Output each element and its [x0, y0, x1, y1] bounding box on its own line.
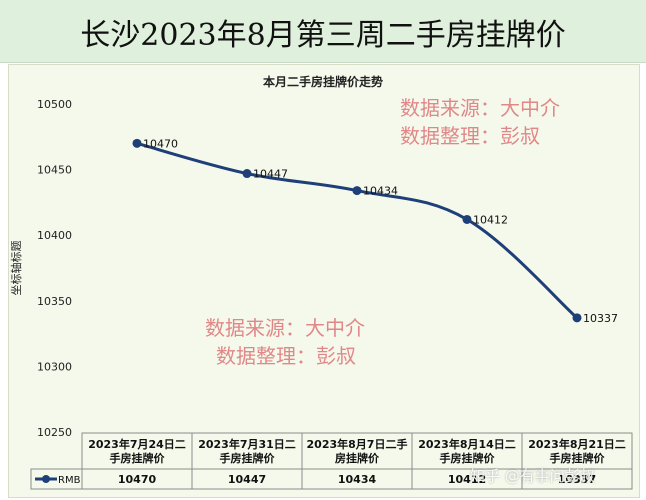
x-category-label: 2023年7月31日二手房挂牌价	[198, 437, 296, 465]
source-note-top-1: 数据来源：大中介	[400, 96, 560, 120]
y-tick-label: 10300	[37, 360, 72, 373]
table-value-cell: 10447	[228, 473, 266, 486]
x-category-label: 2023年8月14日二手房挂牌价	[418, 437, 516, 465]
table-value-cell: 10337	[558, 473, 596, 486]
table-value-cell: 10470	[118, 473, 157, 486]
data-label: 10447	[253, 168, 288, 181]
page-title: 长沙2023年8月第三周二手房挂牌价	[80, 18, 566, 53]
y-tick-labels: 10250 10300 10350 10400 10450 10500	[37, 98, 72, 439]
data-label: 10412	[473, 213, 508, 226]
data-point	[572, 313, 582, 323]
chart-area	[8, 64, 640, 498]
series-line-rmb	[136, 141, 579, 319]
y-tick-label: 10250	[37, 426, 72, 439]
data-point	[242, 169, 252, 179]
y-tick-label: 10350	[37, 295, 72, 308]
data-labels: 10470 10447 10434 10412 10337	[143, 137, 618, 324]
y-tick-label: 10400	[37, 229, 72, 242]
y-tick-label: 10450	[37, 164, 72, 177]
legend-marker	[42, 475, 50, 483]
data-label: 10434	[363, 185, 398, 198]
data-point	[132, 138, 142, 148]
data-point	[462, 214, 472, 224]
x-category-label: 2023年7月24日二手房挂牌价	[88, 437, 186, 465]
data-point	[352, 186, 362, 196]
source-note-top-2: 数据整理：彭叔	[400, 124, 540, 148]
source-note-mid-2: 数据整理：彭叔	[216, 344, 356, 368]
x-category-label: 2023年8月7日二手房挂牌价	[307, 437, 408, 465]
data-label: 10470	[143, 137, 178, 150]
table-value-cell: 10412	[448, 473, 486, 486]
chart-title: 本月二手房挂牌价走势	[263, 74, 383, 89]
legend-series-name: RMB	[58, 475, 81, 486]
title-banner: 长沙2023年8月第三周二手房挂牌价	[0, 0, 646, 63]
y-axis-label: 坐标轴标题	[9, 241, 23, 296]
source-note-mid-1: 数据来源：大中介	[205, 316, 365, 340]
data-table: 2023年7月24日二手房挂牌价 10470 2023年7月31日二手房挂牌价 104…	[30, 432, 633, 490]
watermark: 知乎 @有事问彭叔	[470, 467, 595, 485]
data-label: 10337	[583, 312, 618, 325]
table-value-cell: 10434	[338, 473, 377, 486]
data-points	[132, 138, 582, 323]
x-category-label: 2023年8月21日二手房挂牌价	[528, 437, 626, 465]
y-tick-label: 10500	[37, 98, 72, 111]
series-line-group	[136, 141, 579, 319]
